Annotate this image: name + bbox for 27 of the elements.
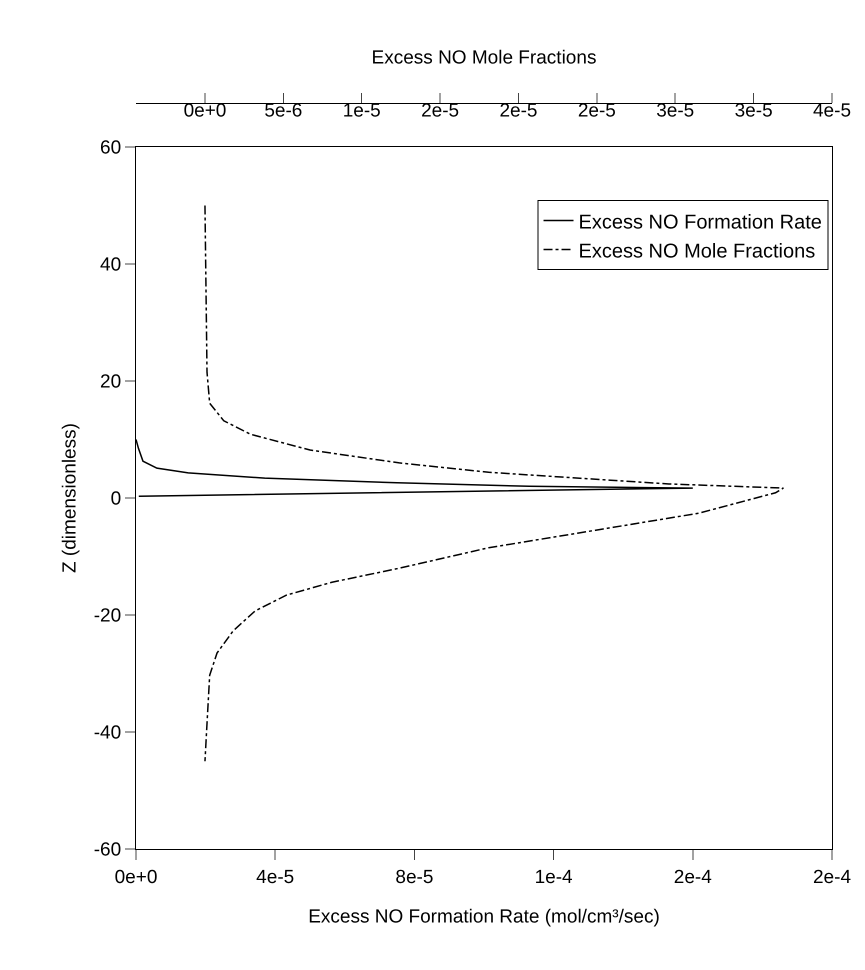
y-tick-label: -20: [94, 606, 122, 627]
x-tick-label: 4e-5: [256, 866, 294, 888]
x2-tick-label: 3e-5: [656, 100, 694, 122]
x2-tick-label: 0e+0: [184, 100, 226, 122]
y-tick-label: 20: [100, 372, 122, 393]
x-tick-label: 2e-4: [812, 866, 852, 888]
x2-axis-title: Excess NO Mole Fractions: [372, 47, 596, 68]
x2-tick-label: 5e-6: [264, 100, 302, 122]
x2-tick-label: 2e-5: [578, 100, 616, 122]
x2-tick-label: 3e-5: [734, 100, 773, 122]
y-tick-label: 40: [100, 254, 122, 276]
y-tick-label: -60: [94, 840, 122, 861]
legend-label: Excess NO Mole Fractions: [578, 240, 816, 262]
x-tick-label: 2e-4: [674, 866, 712, 888]
y-tick-label: 0: [110, 488, 122, 510]
y-tick-label: 60: [100, 138, 122, 159]
x2-tick-label: 4e-5: [812, 100, 852, 122]
x2-tick-label: 1e-5: [342, 100, 381, 122]
legend-label: Excess NO Formation Rate: [578, 211, 822, 234]
x2-tick-label: 2e-5: [499, 100, 538, 122]
y-tick-label: -40: [94, 722, 122, 744]
x-axis-title: Excess NO Formation Rate (mol/cm³/sec): [308, 906, 660, 928]
x-tick-label: 8e-5: [395, 866, 434, 888]
y-axis-title: Z (dimensionless): [60, 423, 81, 573]
x-tick-label: 1e-4: [534, 866, 574, 888]
x-tick-label: 0e+0: [114, 866, 158, 888]
x2-tick-label: 2e-5: [421, 100, 460, 122]
